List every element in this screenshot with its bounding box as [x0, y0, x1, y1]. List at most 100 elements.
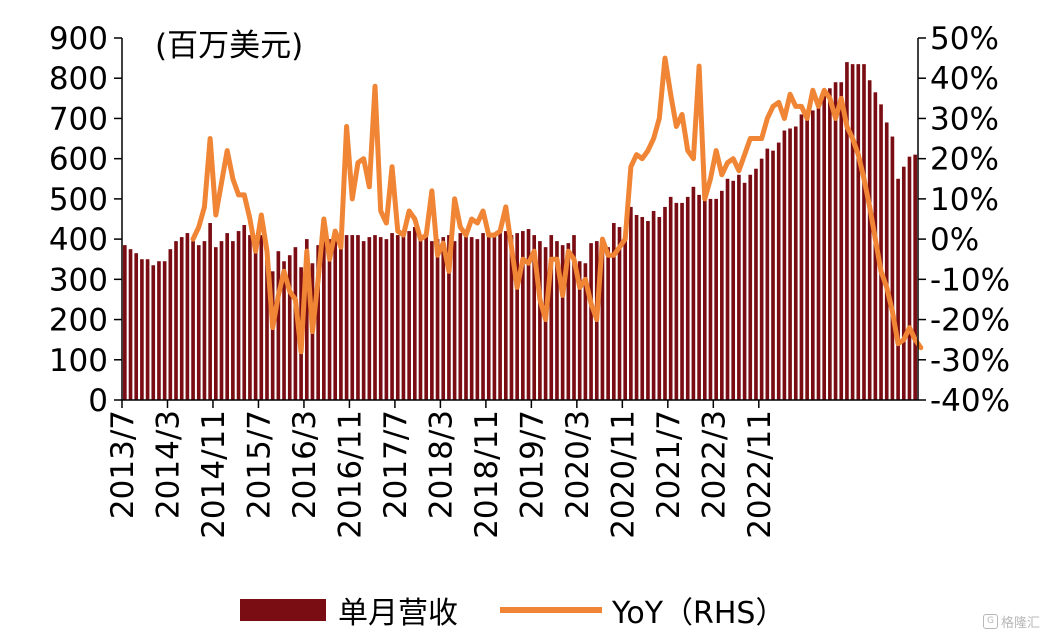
right-tick-label: 30%	[930, 101, 999, 137]
bar	[560, 245, 565, 400]
bar	[577, 261, 582, 400]
x-tick-label: 2022/11	[742, 410, 778, 539]
bar	[185, 233, 190, 400]
bar	[600, 245, 605, 400]
bar	[316, 245, 320, 400]
bar	[884, 122, 889, 400]
bar	[265, 247, 269, 400]
bar	[333, 237, 338, 400]
bar	[168, 249, 173, 400]
bar	[350, 235, 355, 400]
chart: 0 100 200 300 400 500 600 700 800 900 -40% -30% -20%…	[49, 21, 1010, 539]
x-tick-label: 2014/11	[196, 410, 232, 539]
bar	[748, 174, 753, 400]
x-tick-label: 2020/3	[560, 410, 596, 519]
x-tick-label: 2022/3	[696, 410, 732, 519]
bar	[253, 241, 258, 400]
bar	[742, 182, 747, 400]
watermark-text: 格隆汇	[1000, 616, 1040, 631]
bar	[805, 110, 809, 401]
bar	[850, 64, 855, 400]
bar	[771, 150, 775, 400]
bar-series	[123, 62, 917, 401]
x-tick-label: 2020/11	[605, 410, 641, 539]
bar	[611, 223, 616, 400]
bar	[737, 174, 741, 400]
bar	[651, 210, 656, 400]
bar	[418, 237, 423, 400]
right-tick-label: 40%	[930, 61, 999, 97]
x-tick-label: 2015/7	[242, 410, 278, 519]
x-tick-label: 2018/3	[423, 410, 459, 519]
bar	[731, 180, 736, 400]
bar	[816, 100, 821, 400]
bar	[913, 154, 917, 400]
bar	[390, 233, 394, 400]
bar	[697, 194, 701, 400]
x-tick-label: 2013/7	[105, 410, 141, 519]
left-tick-label: 500	[49, 182, 108, 218]
bar	[720, 190, 724, 400]
bar	[828, 88, 832, 400]
bar	[270, 271, 275, 400]
bar	[646, 221, 650, 400]
bar	[810, 110, 815, 401]
bar	[788, 128, 792, 400]
right-tick-label: -40%	[930, 383, 1010, 419]
right-tick-label: 0%	[930, 222, 979, 258]
bar	[691, 186, 696, 400]
bar	[128, 249, 133, 400]
bar	[441, 237, 446, 400]
bar	[356, 235, 360, 400]
bar	[435, 239, 440, 400]
bar	[498, 233, 502, 400]
bar	[526, 229, 531, 400]
legend-item-bars: 单月营收	[240, 588, 458, 632]
bar	[714, 198, 718, 400]
bar	[458, 233, 463, 400]
bar	[145, 259, 150, 400]
legend-label-yoy: YoY（RHS）	[612, 596, 786, 631]
bar	[668, 196, 673, 400]
bar	[373, 235, 377, 400]
bar	[890, 136, 895, 401]
bar	[606, 247, 610, 400]
x-tick-label: 2014/3	[151, 410, 187, 519]
x-tick-label: 2016/11	[332, 410, 368, 539]
right-tick-label: 50%	[930, 21, 999, 57]
bar	[287, 255, 292, 400]
bar	[242, 225, 247, 400]
bar	[179, 237, 184, 400]
left-tick-label: 0	[88, 383, 108, 419]
bar	[464, 231, 468, 400]
bar	[339, 235, 343, 400]
bar	[157, 261, 161, 400]
bar	[259, 235, 264, 400]
bar	[208, 223, 212, 400]
bar	[123, 245, 127, 400]
legend-swatch-yoy	[500, 607, 602, 613]
bar	[532, 235, 537, 400]
left-tick-label: 700	[49, 101, 108, 137]
bar	[304, 239, 309, 400]
bar	[248, 235, 252, 400]
bar	[202, 241, 207, 400]
bar	[219, 241, 224, 400]
bar	[708, 198, 713, 400]
bar	[759, 158, 764, 400]
bar	[492, 237, 497, 400]
bar	[515, 233, 519, 400]
bar	[395, 235, 400, 400]
left-tick-label: 400	[49, 222, 108, 258]
bar	[754, 168, 758, 400]
left-tick-label: 800	[49, 61, 108, 97]
bar	[225, 233, 230, 400]
bar	[475, 239, 480, 400]
bar	[725, 178, 730, 400]
bar	[862, 64, 866, 400]
bar	[583, 263, 588, 400]
bar	[276, 251, 281, 400]
bar	[702, 198, 707, 400]
bar	[412, 227, 417, 400]
bar	[509, 235, 514, 400]
